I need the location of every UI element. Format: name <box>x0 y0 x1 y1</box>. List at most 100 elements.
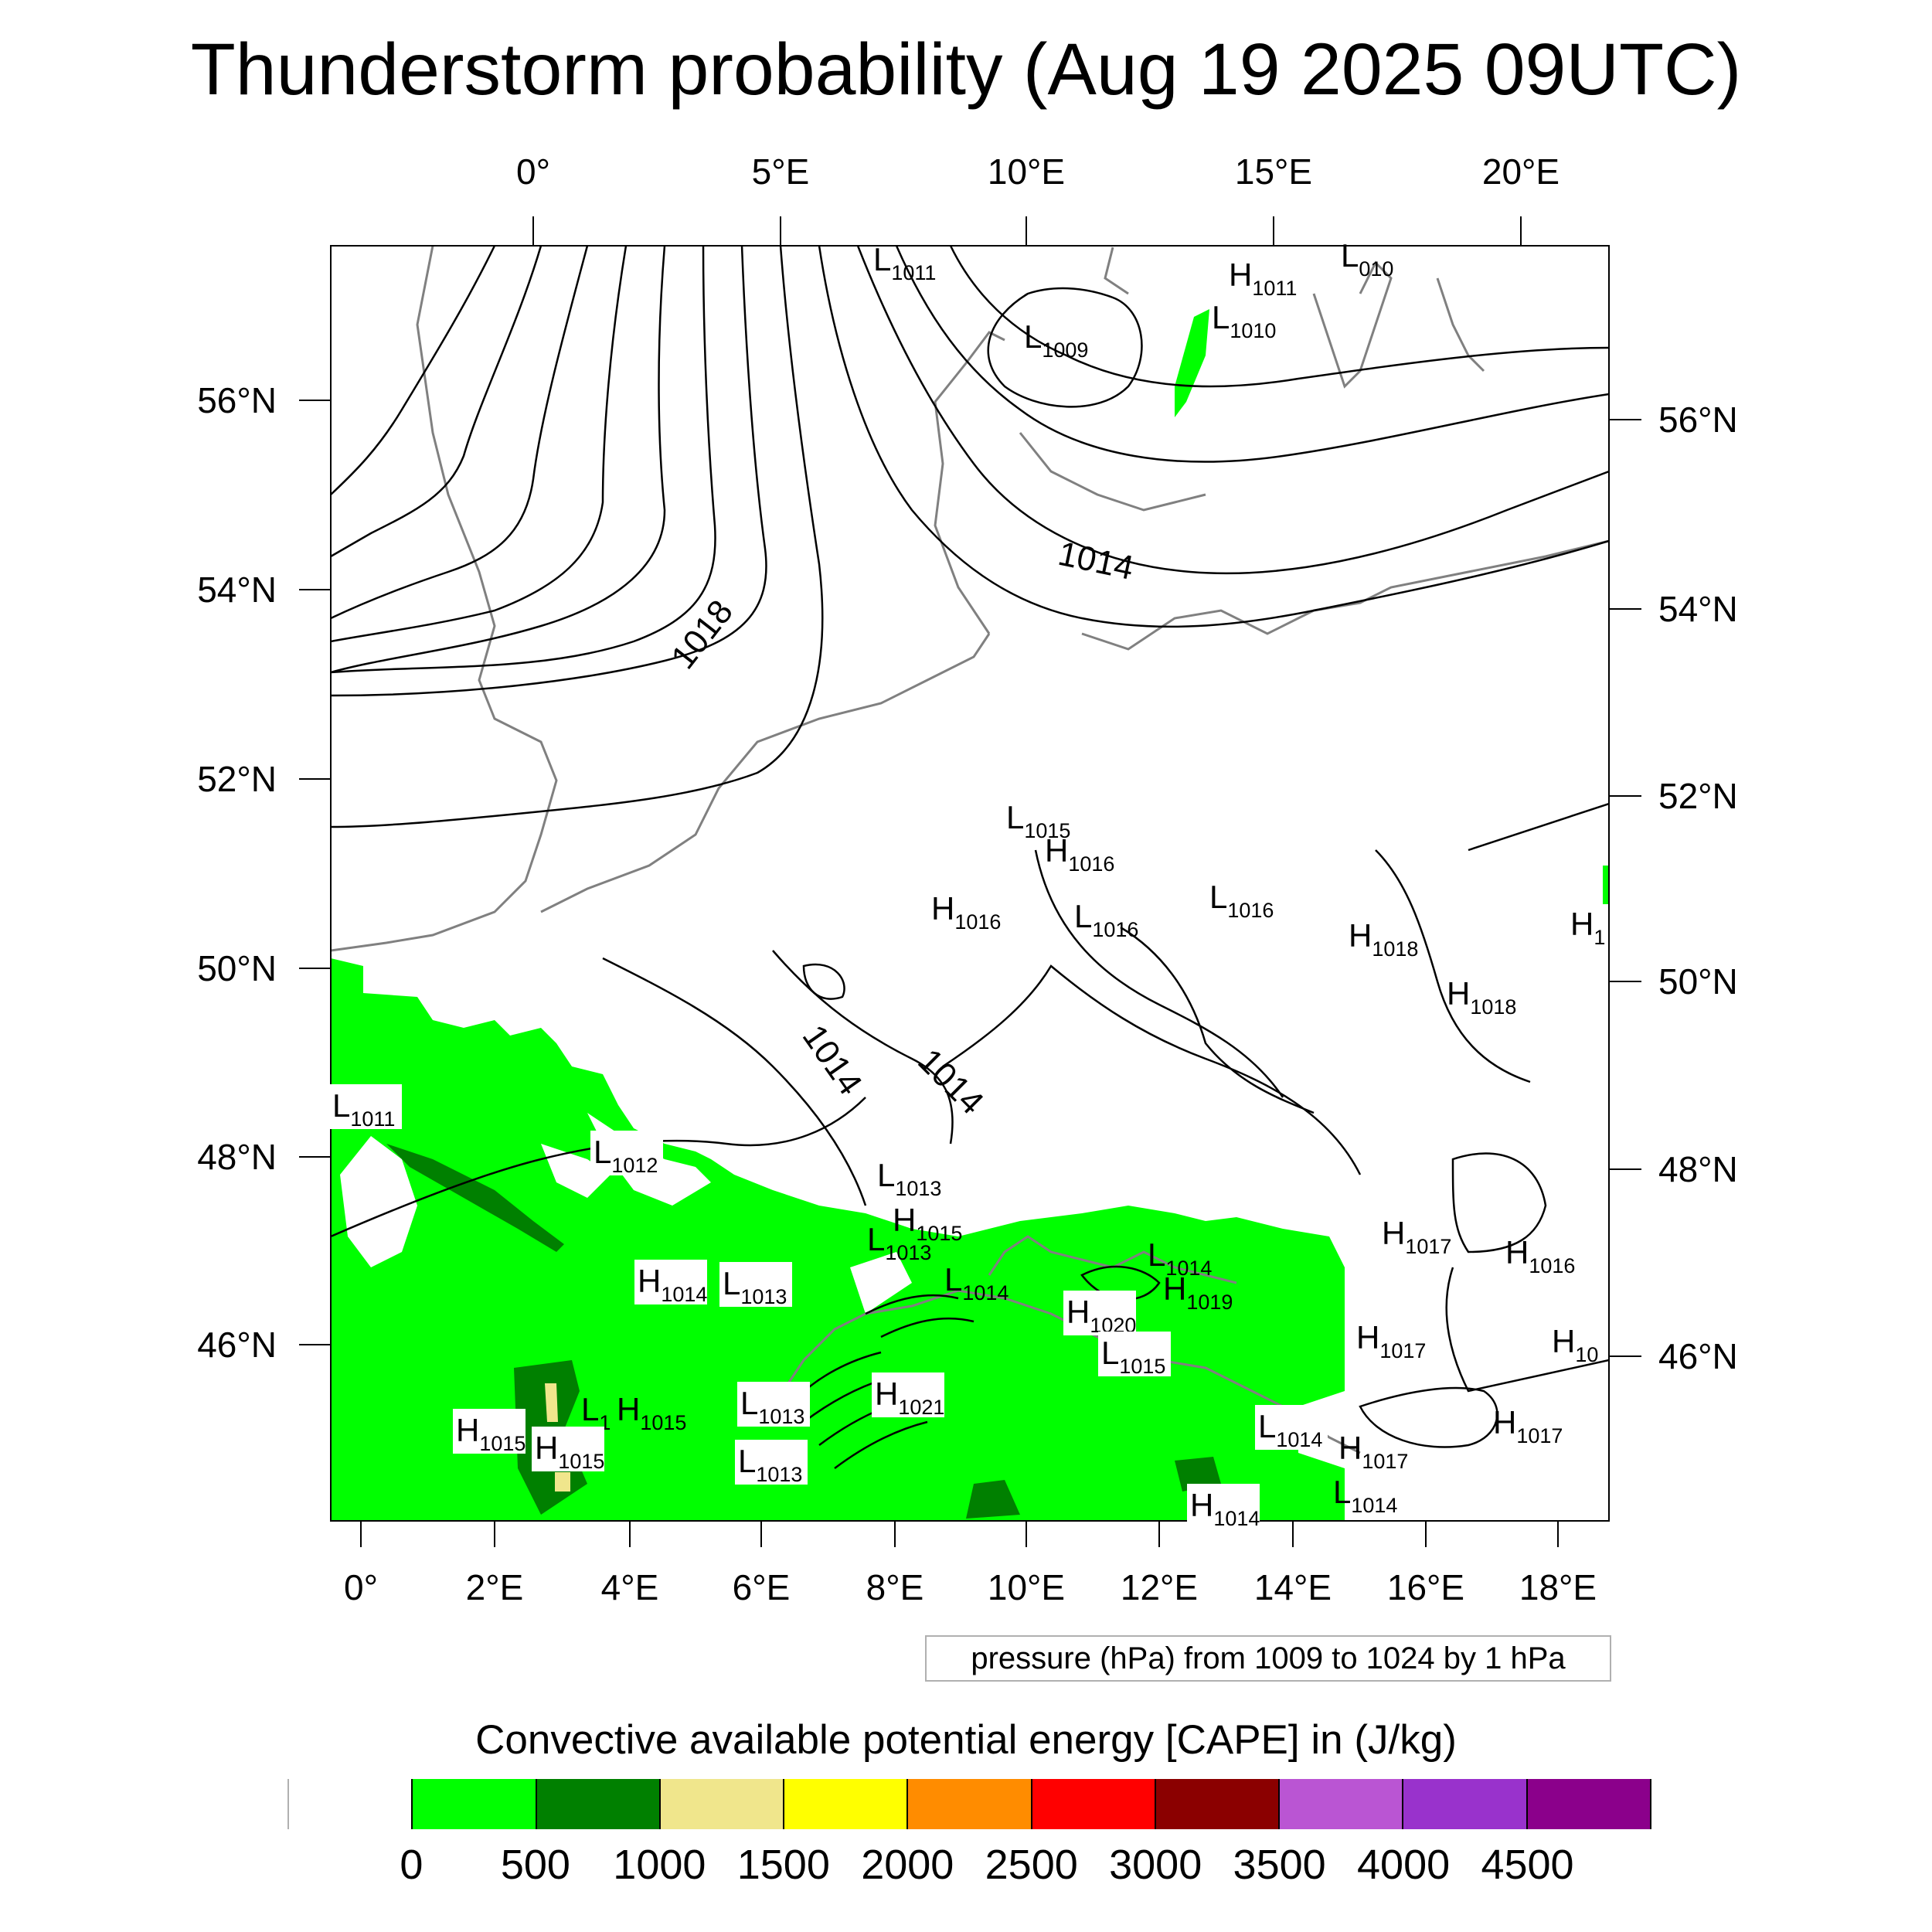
left-lat-label: 46°N <box>197 1325 277 1365</box>
cape-dark-streak <box>386 1144 564 1252</box>
label-background <box>872 1372 944 1417</box>
colorbar-tick-label: 1000 <box>613 1842 706 1888</box>
colorbar-tick-label: 4000 <box>1357 1842 1451 1888</box>
bottom-lon-label: 8°E <box>866 1567 924 1607</box>
top-lon-label: 20°E <box>1482 151 1560 192</box>
colorbar-swatch <box>287 1779 413 1829</box>
colorbar <box>287 1779 1651 1829</box>
high-pressure-label: H1017 <box>1338 1430 1408 1473</box>
colorbar-swatch <box>1403 1779 1528 1829</box>
right-lat-label: 48°N <box>1658 1149 1738 1189</box>
low-pressure-label: L1011 <box>873 241 936 284</box>
cape-east-patch <box>1603 866 1609 904</box>
low-pressure-label: L010 <box>1341 237 1393 281</box>
low-pressure-label: L1010 <box>1212 299 1276 342</box>
high-pressure-label: H1018 <box>1447 975 1516 1019</box>
colorbar-swatch <box>660 1779 785 1829</box>
right-lat-label: 56°N <box>1658 400 1738 440</box>
cape-clear-2 <box>340 1136 417 1267</box>
bottom-lon-label: 6°E <box>733 1567 791 1607</box>
colorbar-swatch <box>1155 1779 1281 1829</box>
high-pressure-label: H10 <box>1552 1323 1598 1366</box>
label-background <box>453 1409 526 1454</box>
bottom-lon-label: 12°E <box>1121 1567 1198 1607</box>
cape-north-patch <box>1175 309 1209 417</box>
cape-dark-patch-2 <box>966 1480 1020 1519</box>
label-background <box>329 1084 402 1129</box>
cape-clear-4 <box>850 1252 912 1314</box>
map-frame <box>330 245 1610 1522</box>
colorbar-tick-label: 1500 <box>736 1842 830 1888</box>
high-pressure-label: H1017 <box>1382 1215 1451 1258</box>
colorbar-swatch <box>536 1779 661 1829</box>
label-background <box>532 1427 604 1471</box>
graticule <box>299 216 1641 1547</box>
label-background <box>1255 1405 1328 1450</box>
colorbar-swatch <box>413 1779 537 1829</box>
left-lat-label: 56°N <box>197 380 277 420</box>
low-pressure-label: L1013 <box>877 1157 941 1200</box>
low-pressure-label: L1009 <box>1024 318 1088 362</box>
bottom-lon-label: 16°E <box>1387 1567 1464 1607</box>
bottom-lon-label: 4°E <box>601 1567 659 1607</box>
colorbar-swatch <box>1280 1779 1404 1829</box>
colorbar-tick-label: 3000 <box>1109 1842 1202 1888</box>
high-pressure-label: H1017 <box>1493 1404 1563 1447</box>
right-lat-label: 54°N <box>1658 589 1738 629</box>
colorbar-tick-label: 2500 <box>985 1842 1078 1888</box>
left-lat-label: 50°N <box>197 948 277 988</box>
high-pressure-label: H1018 <box>1349 917 1418 961</box>
low-pressure-label: L1016 <box>1074 898 1138 941</box>
isobar-label: 1014 <box>795 1019 869 1102</box>
label-background <box>735 1440 808 1485</box>
label-background <box>737 1382 810 1427</box>
bottom-lon-label: 10°E <box>988 1567 1065 1607</box>
high-pressure-label: H1016 <box>931 890 1001 934</box>
cape-khaki-patch-2 <box>555 1472 570 1492</box>
chart-title: Thunderstorm probability (Aug 19 2025 09… <box>190 29 1742 111</box>
high-pressure-label: H1011 <box>1229 257 1297 300</box>
high-pressure-label: H1016 <box>1045 832 1114 876</box>
high-pressure-label: H1 <box>1570 906 1605 949</box>
right-lat-label: 50°N <box>1658 961 1738 1002</box>
colorbar-tick-label: 2000 <box>861 1842 954 1888</box>
top-lon-label: 0° <box>516 151 550 192</box>
isobar-label: 1014 <box>1055 535 1137 587</box>
colorbar-title: Convective available potential energy [C… <box>475 1717 1457 1763</box>
left-lat-label: 52°N <box>197 759 277 799</box>
colorbar-swatch <box>784 1779 909 1829</box>
label-background <box>1063 1291 1136 1335</box>
colorbar-swatch <box>1032 1779 1156 1829</box>
isobars <box>331 246 1609 1470</box>
label-background <box>719 1262 792 1307</box>
low-pressure-label: L1016 <box>1209 879 1274 922</box>
high-pressure-label: H1016 <box>1505 1234 1575 1277</box>
label-background <box>634 1260 707 1304</box>
cape-area-west <box>331 958 1345 1521</box>
colorbar-tick-label: 0 <box>400 1842 423 1888</box>
left-lat-label: 54°N <box>197 570 277 610</box>
high-pressure-label: H1017 <box>1356 1319 1426 1362</box>
colorbar-swatch <box>908 1779 1032 1829</box>
top-lon-label: 10°E <box>988 151 1065 192</box>
cape-field <box>331 309 1609 1521</box>
cape-khaki-patch <box>545 1383 558 1422</box>
top-lon-label: 5°E <box>752 151 810 192</box>
bottom-lon-label: 14°E <box>1254 1567 1332 1607</box>
axis-labels: 0° 5°E 10°E 15°E 20°E 0° 2°E 4°E 6°E 8°E… <box>197 151 1738 1607</box>
colorbar-tick-label: 3500 <box>1233 1842 1326 1888</box>
left-lat-label: 48°N <box>197 1137 277 1177</box>
bottom-lon-label: 18°E <box>1519 1567 1597 1607</box>
label-background <box>590 1131 663 1175</box>
right-lat-label: 52°N <box>1658 776 1738 816</box>
colorbar-tick-label: 500 <box>500 1842 570 1888</box>
cape-dark-patch-3 <box>1175 1457 1221 1492</box>
label-background <box>1098 1332 1171 1376</box>
high-pressure-label: H1019 <box>1163 1270 1233 1314</box>
top-lon-label: 15°E <box>1235 151 1312 192</box>
bottom-lon-label: 0° <box>344 1567 378 1607</box>
colorbar-tick-label: 4500 <box>1481 1842 1574 1888</box>
pressure-note: pressure (hPa) from 1009 to 1024 by 1 hP… <box>925 1635 1611 1682</box>
right-lat-label: 46°N <box>1658 1336 1738 1376</box>
label-background <box>1187 1484 1260 1529</box>
